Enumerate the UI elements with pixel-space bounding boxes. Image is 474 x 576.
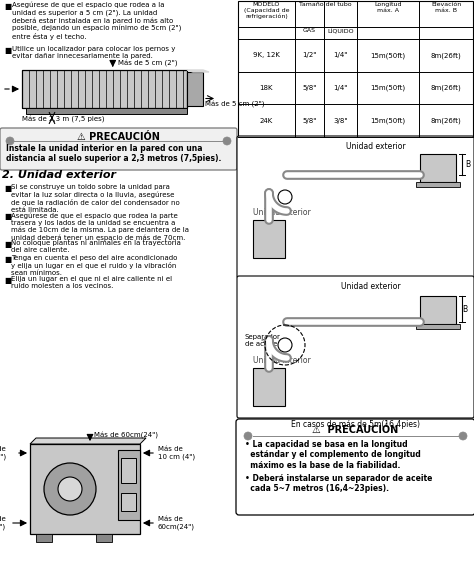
Text: 24K: 24K: [260, 118, 273, 124]
Circle shape: [278, 190, 292, 204]
Polygon shape: [187, 70, 209, 72]
Bar: [36, 534, 52, 542]
Text: 8m(26ft): 8m(26ft): [431, 85, 462, 91]
Circle shape: [6, 137, 14, 145]
Polygon shape: [30, 438, 146, 444]
Bar: [30, 444, 140, 534]
FancyBboxPatch shape: [237, 276, 474, 418]
Text: 9K, 12K: 9K, 12K: [253, 52, 280, 58]
Text: ⚠ PRECAUCIÓN: ⚠ PRECAUCIÓN: [77, 132, 160, 142]
Text: ■: ■: [4, 276, 11, 285]
Text: A: A: [283, 194, 287, 200]
Bar: [187, 72, 203, 106]
Text: ■: ■: [4, 184, 11, 193]
Text: A: A: [283, 342, 287, 348]
Text: Unidad exterior: Unidad exterior: [341, 282, 401, 291]
Text: ⚠  PRECAUCIÓN: ⚠ PRECAUCIÓN: [312, 425, 399, 435]
Bar: [121, 458, 136, 483]
Bar: [118, 450, 140, 520]
Text: Tenga en cuenta el peso del aire acondicionado
y elija un lugar en el que el rui: Tenga en cuenta el peso del aire acondic…: [11, 255, 177, 276]
Circle shape: [58, 477, 82, 501]
Text: 15m(50ft): 15m(50ft): [371, 52, 406, 59]
Text: Más de 2,3 m (7,5 pies): Más de 2,3 m (7,5 pies): [22, 116, 104, 123]
Circle shape: [244, 432, 252, 440]
Circle shape: [278, 338, 292, 352]
Text: 5/8": 5/8": [302, 118, 317, 124]
Text: ■: ■: [4, 212, 11, 221]
Text: 1/4": 1/4": [333, 52, 348, 58]
Text: Más de
70cm(28"): Más de 70cm(28"): [0, 516, 6, 529]
Text: B: B: [462, 305, 467, 313]
Text: Unidad interior: Unidad interior: [253, 356, 311, 365]
Bar: [416, 324, 460, 329]
Text: MODELO
(Capacidad de
refrigeración): MODELO (Capacidad de refrigeración): [244, 2, 289, 19]
Text: • La capacidad se basa en la longitud
  estándar y el complemento de longitud
  : • La capacidad se basa en la longitud es…: [245, 440, 421, 470]
Text: ■: ■: [4, 46, 11, 55]
Text: Longitud
máx. A: Longitud máx. A: [374, 2, 402, 13]
Bar: [121, 493, 136, 511]
Text: ■: ■: [4, 2, 11, 11]
Text: 3/8": 3/8": [333, 118, 348, 124]
Text: Más de 5 cm (2"): Más de 5 cm (2"): [205, 100, 264, 108]
Text: 18K: 18K: [259, 85, 273, 91]
Text: Más de 60cm(24"): Más de 60cm(24"): [94, 432, 158, 439]
Text: Más de
10 cm (4"): Más de 10 cm (4"): [0, 446, 6, 460]
Text: 2. Unidad exterior: 2. Unidad exterior: [2, 170, 116, 180]
Text: Asegúrese de que el espacio que rodea a la
unidad es superior a 5 cm (2"). La un: Asegúrese de que el espacio que rodea a …: [12, 2, 182, 40]
FancyBboxPatch shape: [237, 136, 474, 278]
Circle shape: [44, 463, 96, 515]
Text: Tamaño del tubo: Tamaño del tubo: [300, 2, 352, 7]
Text: ■: ■: [4, 240, 11, 249]
Bar: [253, 220, 285, 258]
Text: 5/8": 5/8": [302, 85, 317, 91]
Text: Más de
10 cm (4"): Más de 10 cm (4"): [158, 446, 195, 460]
Bar: [238, 1, 473, 137]
Text: LÍQUIDO: LÍQUIDO: [328, 28, 354, 33]
Text: 1/4": 1/4": [333, 85, 348, 91]
Text: Utilice un localizador para colocar los pernos y
evitar dañar innecesariamente l: Utilice un localizador para colocar los …: [12, 46, 175, 59]
Text: ■: ■: [4, 255, 11, 264]
Bar: [22, 70, 187, 108]
Circle shape: [459, 432, 467, 440]
FancyBboxPatch shape: [236, 419, 474, 515]
Text: En casos de más de 5m(16,4pies): En casos de más de 5m(16,4pies): [291, 420, 420, 429]
Text: Elija un lugar en el que ni el aire caliente ni el
ruido molesten a los vecinos.: Elija un lugar en el que ni el aire cali…: [11, 276, 172, 289]
Text: GAS: GAS: [303, 28, 316, 33]
Text: Si se construye un toldo sobre la unidad para
evitar la luz solar directa o la l: Si se construye un toldo sobre la unidad…: [11, 184, 180, 213]
Text: No coloque plantas ni animales en la trayectoria
del aire caliente.: No coloque plantas ni animales en la tra…: [11, 240, 181, 253]
Text: • Deberá instalarse un separador de aceite
  cada 5~7 metros (16,4~23pies).: • Deberá instalarse un separador de acei…: [245, 474, 432, 494]
Text: Instale la unidad interior en la pared con una
distancia al suelo superior a 2,3: Instale la unidad interior en la pared c…: [6, 144, 221, 164]
FancyBboxPatch shape: [0, 128, 237, 170]
Text: Separador
de aceite: Separador de aceite: [245, 334, 281, 347]
Text: Más de
60cm(24"): Más de 60cm(24"): [158, 516, 195, 529]
Text: 8m(26ft): 8m(26ft): [431, 52, 462, 59]
Bar: [96, 534, 112, 542]
Text: 15m(50ft): 15m(50ft): [371, 85, 406, 91]
Bar: [420, 296, 456, 324]
Text: 1/2": 1/2": [302, 52, 317, 58]
Text: 8m(26ft): 8m(26ft): [431, 118, 462, 124]
Circle shape: [223, 137, 231, 145]
Text: Unidad exterior: Unidad exterior: [346, 142, 405, 151]
Text: Asegúrese de que el espacio que rodea la parte
trasera y los lados de la unidad : Asegúrese de que el espacio que rodea la…: [11, 212, 189, 241]
Text: Más de 5 cm (2"): Más de 5 cm (2"): [118, 60, 177, 67]
Text: Elevación
máx. B: Elevación máx. B: [431, 2, 461, 13]
Text: B: B: [465, 160, 470, 169]
Bar: [420, 154, 456, 182]
Bar: [416, 182, 460, 187]
Text: Unidad interior: Unidad interior: [253, 208, 311, 217]
Bar: [253, 368, 285, 406]
Text: 15m(50ft): 15m(50ft): [371, 118, 406, 124]
Bar: [26, 108, 187, 114]
